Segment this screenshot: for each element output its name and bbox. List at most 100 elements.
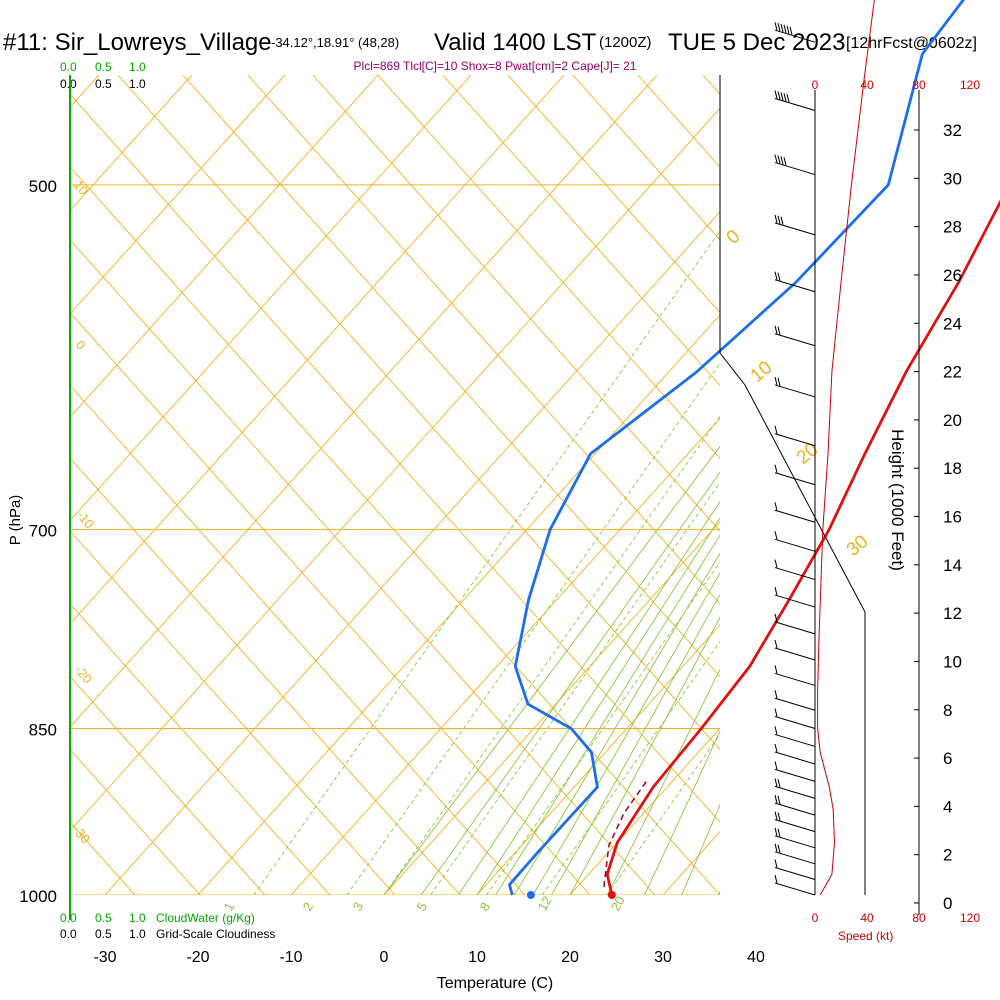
height-tick-label: 18 bbox=[943, 459, 962, 478]
wind-barb-feather bbox=[774, 859, 778, 868]
dry-adiabat bbox=[833, 75, 1000, 895]
height-tick-label: 22 bbox=[943, 363, 962, 382]
wind-barb-feather bbox=[774, 843, 778, 852]
isotherm bbox=[569, 727, 720, 895]
dry-adiabat-label: -10 bbox=[74, 507, 98, 531]
surface-dewpoint-point bbox=[526, 891, 535, 899]
speed-tick-top: 80 bbox=[912, 78, 926, 92]
wind-barb-feather bbox=[774, 376, 778, 386]
wind-barb-shaft bbox=[774, 882, 816, 896]
cloudwater-tick-label: 0.0 bbox=[60, 911, 77, 925]
wind-barb-feather bbox=[777, 272, 781, 281]
wind-barb-feather bbox=[777, 326, 781, 335]
dry-adiabat bbox=[442, 75, 720, 387]
moist-adiabat bbox=[476, 517, 720, 895]
dry-adiabat bbox=[70, 821, 136, 895]
height-tick-label: 26 bbox=[943, 266, 962, 285]
mixing-ratio-line bbox=[541, 640, 720, 895]
wind-barb-shaft bbox=[774, 647, 816, 661]
isotherm bbox=[822, 0, 1000, 925]
dry-adiabat bbox=[70, 311, 591, 895]
cloudwater-tick-label: 0.5 bbox=[95, 911, 112, 925]
surface-temperature-point bbox=[607, 891, 616, 899]
temperature-tick-label: -10 bbox=[279, 949, 302, 966]
wind-barb-shaft bbox=[774, 509, 816, 523]
dewpoint-line bbox=[507, 0, 966, 896]
wind-barb bbox=[774, 843, 816, 865]
wind-barb-feather bbox=[774, 559, 778, 568]
wind-barb bbox=[774, 325, 816, 347]
wind-barb bbox=[774, 827, 816, 849]
wind-barb-feather bbox=[777, 377, 781, 386]
wind-barb-shaft bbox=[774, 819, 816, 833]
wind-barb-feather bbox=[774, 586, 778, 596]
wind-barb-feather bbox=[783, 24, 787, 34]
wind-barb bbox=[774, 726, 816, 747]
height-tick-label: 20 bbox=[943, 411, 962, 430]
wind-barb-feather bbox=[786, 94, 790, 103]
wind-barb-feather bbox=[789, 26, 793, 35]
temperature-tick-label: 10 bbox=[468, 949, 486, 966]
wind-barb-shaft bbox=[774, 751, 816, 765]
temperature-tick-label: 0 bbox=[380, 949, 389, 966]
cloudwater-axis-bottom: 0.0 0.5 1.0 0.0 0.5 1.0 bbox=[60, 911, 146, 941]
temperature-line bbox=[605, 199, 1000, 896]
mixing-ratio-line bbox=[485, 561, 720, 895]
moist-adiabat bbox=[550, 593, 720, 895]
wind-barb-feather bbox=[774, 325, 778, 334]
wind-barb-feather bbox=[774, 665, 778, 674]
valid-time: Valid 1400 LST bbox=[434, 29, 597, 56]
speed-tick-bottom: 0 bbox=[812, 911, 819, 925]
moist-adiabat bbox=[569, 616, 720, 895]
dry-adiabat bbox=[70, 748, 201, 895]
wind-barb-shaft bbox=[774, 785, 816, 799]
wind-barb-shaft bbox=[774, 472, 816, 486]
wind-barb bbox=[774, 761, 816, 782]
wind-barb-feather bbox=[774, 613, 778, 622]
wind-barb-shaft bbox=[774, 538, 816, 552]
sounding-profiles bbox=[507, 0, 1000, 899]
wind-barb bbox=[774, 425, 816, 447]
wind-barb-shaft bbox=[774, 567, 816, 581]
dry-adiabat bbox=[247, 75, 720, 605]
wind-barb bbox=[774, 639, 816, 661]
wind-barb-shaft bbox=[774, 98, 816, 112]
wind-speed-line bbox=[817, 0, 875, 896]
mixing-ratio-line bbox=[430, 481, 720, 895]
wind-barb-feather bbox=[780, 156, 784, 165]
wind-barb bbox=[774, 531, 816, 552]
wind-barb-feather bbox=[774, 271, 778, 280]
wind-barb-shaft bbox=[774, 621, 816, 635]
cloudiness-tick-label: 0.0 bbox=[60, 77, 77, 91]
wind-barb bbox=[774, 811, 816, 833]
wind-barb-feather bbox=[777, 22, 781, 32]
isotherm bbox=[70, 75, 658, 728]
pressure-tick-label: 850 bbox=[29, 720, 57, 739]
background-lines bbox=[0, 0, 1000, 925]
moist-adiabat-label: 10 bbox=[747, 357, 777, 387]
cloudwater-tick-label: 0.5 bbox=[95, 60, 112, 74]
temperature-tick-label: 20 bbox=[561, 949, 579, 966]
wind-barb-feather bbox=[777, 215, 781, 224]
moist-adiabat bbox=[495, 534, 720, 895]
dry-adiabat bbox=[70, 384, 526, 895]
dry-adiabat bbox=[637, 75, 720, 168]
wind-barb-shaft bbox=[774, 867, 816, 880]
height-tick-label: 6 bbox=[943, 749, 952, 768]
wind-barb-feather bbox=[786, 25, 790, 34]
isotherm bbox=[290, 417, 720, 895]
isotherm bbox=[0, 0, 584, 925]
wind-barb-feather bbox=[774, 811, 778, 820]
dry-adiabat bbox=[70, 457, 461, 895]
cloudwater-label: CloudWater (g/Kg) bbox=[156, 911, 255, 925]
dry-adiabat-label: 0 bbox=[73, 337, 89, 352]
zulu-time: (1200Z) bbox=[599, 34, 652, 51]
wind-barb-shaft bbox=[774, 29, 816, 43]
isotherm bbox=[476, 624, 720, 895]
cloudiness-tick-label: 1.0 bbox=[129, 77, 146, 91]
station-coords: -34.12°,18.91° (48,28) bbox=[271, 35, 399, 50]
isotherm bbox=[70, 75, 379, 418]
isotherm bbox=[70, 75, 472, 522]
